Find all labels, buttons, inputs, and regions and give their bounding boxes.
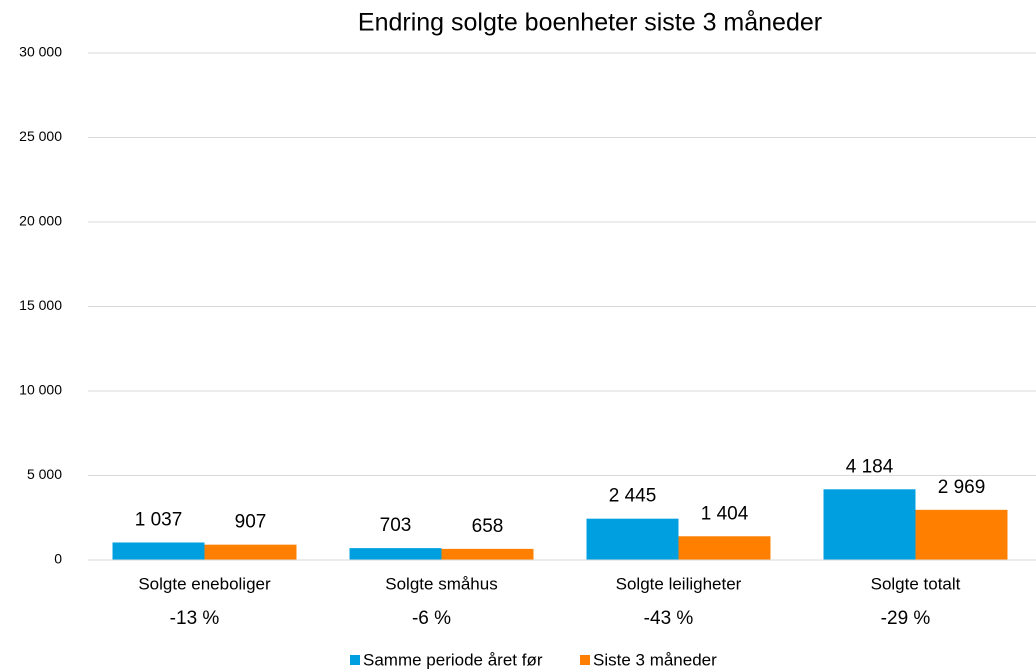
bar — [204, 544, 297, 560]
data-label: 658 — [472, 516, 504, 537]
y-tick-label: 15 000 — [19, 297, 62, 313]
data-label: 1 037 — [135, 509, 183, 530]
annotation: -29 % — [881, 608, 931, 629]
annotation: -13 % — [170, 608, 220, 629]
x-tick-label: Solgte eneboliger — [138, 574, 271, 593]
bar — [349, 548, 442, 560]
data-label: 4 184 — [846, 456, 894, 477]
y-tick-label: 20 000 — [19, 213, 62, 229]
legend-label: Siste 3 måneder — [593, 650, 717, 669]
legend-swatch — [580, 655, 590, 665]
y-tick-label: 30 000 — [19, 44, 62, 60]
chart-title: Endring solgte boenheter siste 3 måneder — [358, 9, 822, 37]
bar — [112, 542, 205, 560]
y-tick-label: 5 000 — [27, 466, 62, 482]
x-tick-label: Solgte leiligheter — [616, 574, 742, 593]
bar — [678, 536, 771, 560]
legend-label: Samme periode året før — [363, 650, 543, 669]
data-label: 1 404 — [701, 503, 749, 524]
data-label: 2 445 — [609, 486, 657, 507]
data-label: 2 969 — [938, 477, 986, 498]
data-label: 703 — [380, 515, 412, 536]
x-tick-label: Solgte totalt — [871, 574, 961, 593]
bar — [915, 509, 1008, 560]
bar — [823, 489, 916, 560]
y-tick-label: 10 000 — [19, 382, 62, 398]
x-tick-label: Solgte småhus — [385, 574, 497, 593]
annotation: -43 % — [644, 608, 694, 629]
annotation: -6 % — [412, 608, 451, 629]
y-tick-label: 0 — [54, 551, 62, 567]
data-label: 907 — [235, 512, 267, 533]
bar — [441, 548, 534, 560]
y-tick-label: 25 000 — [19, 128, 62, 144]
legend-swatch — [350, 655, 360, 665]
bar — [586, 518, 679, 560]
